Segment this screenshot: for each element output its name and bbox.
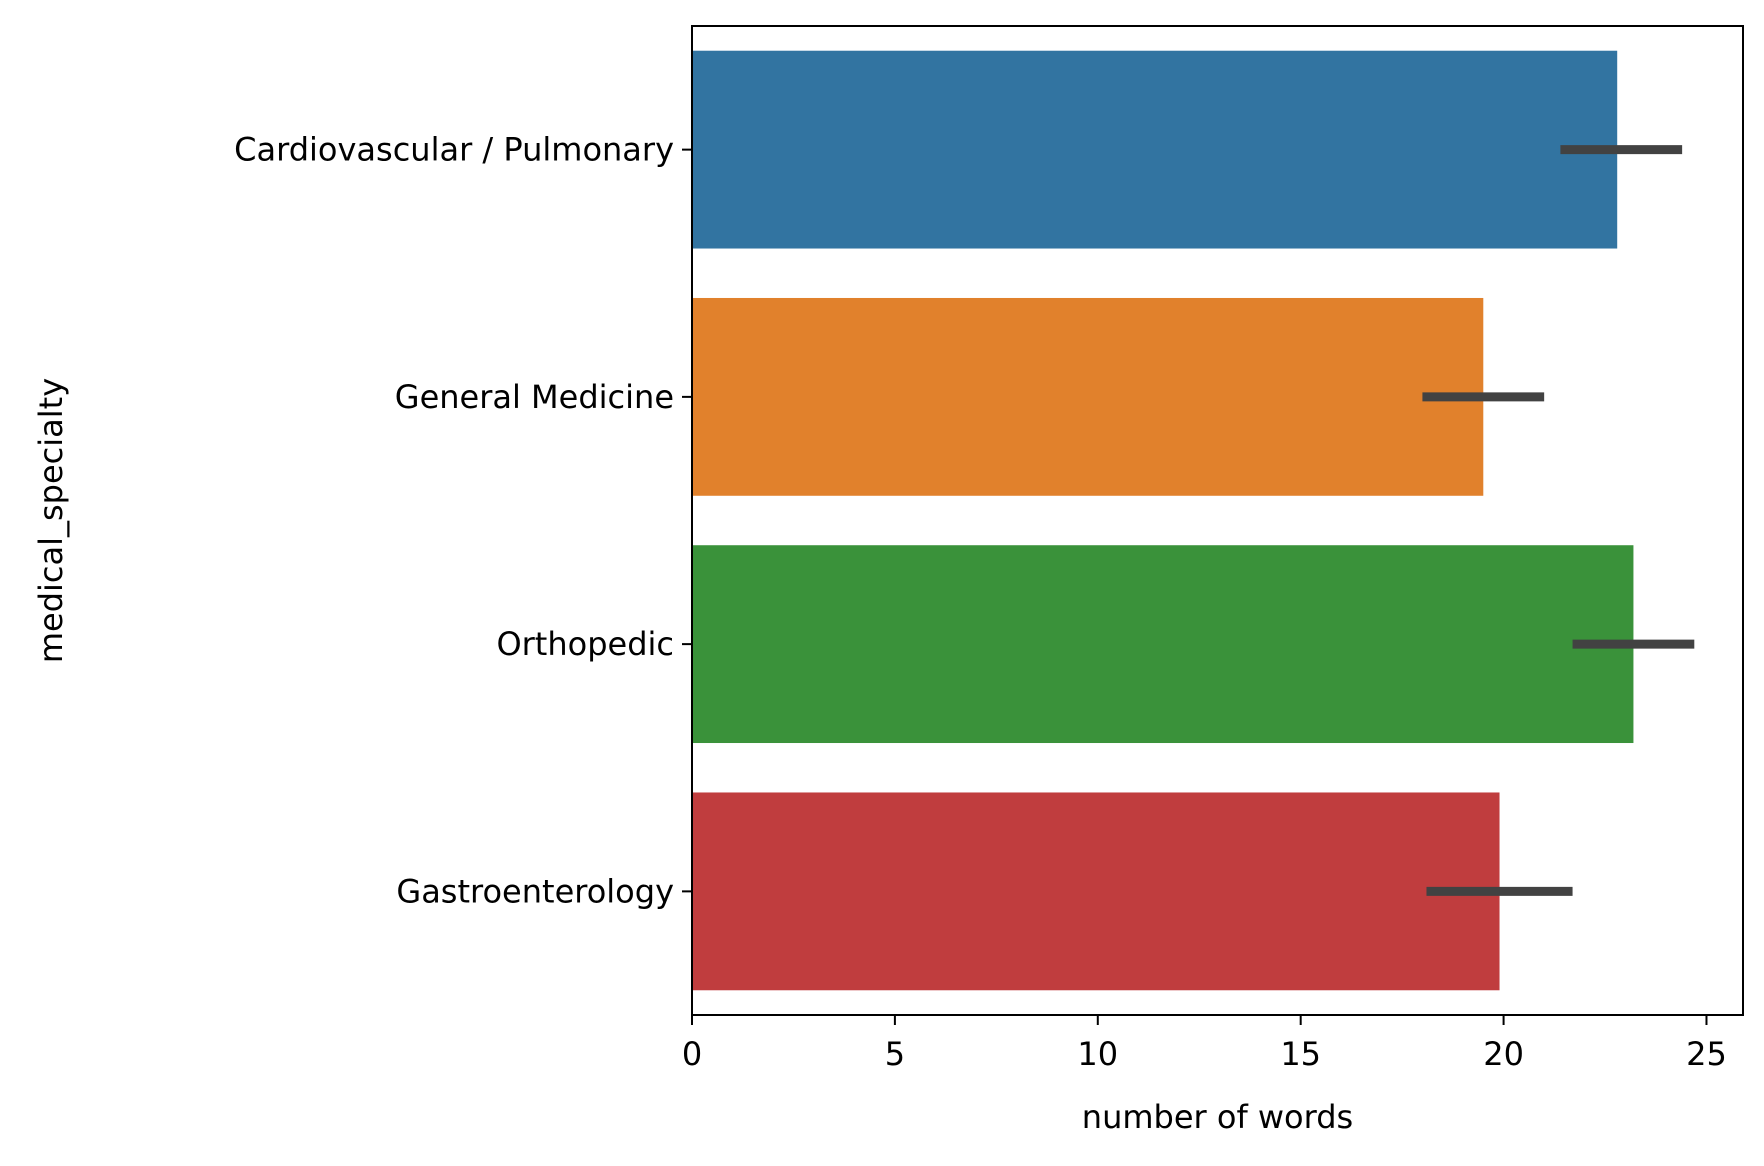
x-tick-label-1: 5	[885, 1035, 905, 1073]
error-bars-group	[1422, 145, 1695, 896]
y-axis-label: medical_specialty	[32, 378, 70, 663]
plot-frame	[691, 25, 1744, 1016]
y-tick-label-3: Gastroenterology	[396, 872, 674, 910]
x-tick-label-4: 20	[1483, 1035, 1524, 1073]
bar-3	[692, 792, 1500, 991]
x-tick-label-0: 0	[682, 1035, 702, 1073]
x-axis-ticks: 0 5 10 15 20 25	[682, 1015, 1727, 1073]
y-tick-label-2: Orthopedic	[496, 625, 674, 663]
x-tick-label-2: 10	[1077, 1035, 1118, 1073]
bar-0	[692, 50, 1618, 249]
y-axis-ticks: Cardiovascular / Pulmonary General Medici…	[234, 131, 692, 910]
x-tick-label-5: 25	[1686, 1035, 1727, 1073]
bars-group	[692, 50, 1634, 991]
y-tick-label-0: Cardiovascular / Pulmonary	[234, 131, 674, 169]
x-tick-label-3: 15	[1280, 1035, 1321, 1073]
y-tick-label-1: General Medicine	[395, 378, 674, 416]
x-axis-label: number of words	[1082, 1098, 1353, 1136]
bar-1	[692, 297, 1484, 496]
bar-2	[692, 545, 1634, 744]
